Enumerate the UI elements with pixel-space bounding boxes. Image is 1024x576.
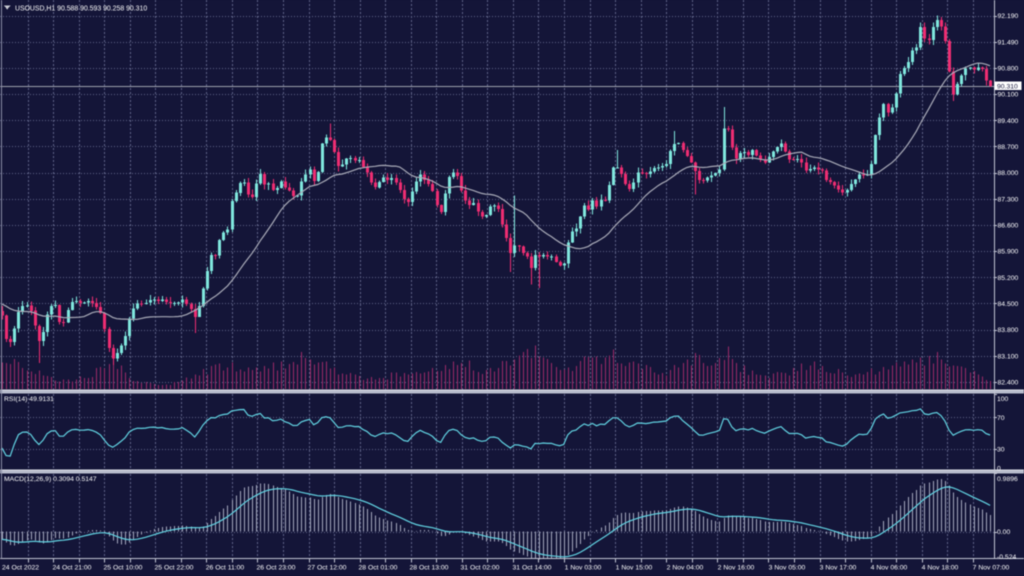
svg-text:24 Oct 2022: 24 Oct 2022 [2,565,39,572]
svg-text:92.190: 92.190 [998,13,1019,20]
svg-text:26 Oct 23:00: 26 Oct 23:00 [257,565,296,572]
svg-text:3 Nov 05:00: 3 Nov 05:00 [769,565,806,572]
svg-text:86.600: 86.600 [998,223,1019,230]
svg-text:0.00: 0.00 [997,529,1010,536]
svg-text:24 Oct 21:00: 24 Oct 21:00 [53,565,92,572]
svg-text:USOUSD,H1 90.588 90.593 90.25: USOUSD,H1 90.588 90.593 90.258 90.310 [15,6,147,13]
svg-text:31 Oct 14:00: 31 Oct 14:00 [513,565,552,572]
svg-text:25 Oct 10:00: 25 Oct 10:00 [104,565,143,572]
svg-text:91.490: 91.490 [998,39,1019,46]
svg-text:90.100: 90.100 [998,92,1019,99]
svg-text:83.100: 83.100 [998,353,1019,360]
svg-text:90.800: 90.800 [998,65,1019,72]
svg-text:90.310: 90.310 [997,83,1018,90]
svg-text:2 Nov 04:00: 2 Nov 04:00 [667,565,704,572]
svg-text:2 Nov 16:00: 2 Nov 16:00 [718,565,755,572]
svg-text:-0.524: -0.524 [997,554,1016,561]
svg-text:87.300: 87.300 [998,196,1019,203]
svg-text:3 Nov 17:00: 3 Nov 17:00 [820,565,857,572]
svg-text:27 Oct 12:00: 27 Oct 12:00 [308,565,347,572]
svg-text:25 Oct 22:00: 25 Oct 22:00 [155,565,194,572]
svg-text:1 Nov 03:00: 1 Nov 03:00 [565,565,602,572]
svg-text:4 Nov 18:00: 4 Nov 18:00 [922,565,959,572]
svg-text:89.400: 89.400 [998,118,1019,125]
svg-text:1 Nov 15:00: 1 Nov 15:00 [616,565,653,572]
svg-text:4 Nov 06:00: 4 Nov 06:00 [871,565,908,572]
svg-text:0.9896: 0.9896 [997,476,1018,483]
svg-text:31 Oct 02:00: 31 Oct 02:00 [461,565,500,572]
svg-text:28 Oct 13:00: 28 Oct 13:00 [410,565,449,572]
svg-text:RSI(14) 49.9131: RSI(14) 49.9131 [4,396,54,403]
svg-text:83.800: 83.800 [998,327,1019,334]
svg-text:0: 0 [997,466,1001,473]
svg-text:28 Oct 01:00: 28 Oct 01:00 [359,565,398,572]
svg-text:30: 30 [997,447,1005,454]
svg-text:70: 70 [997,415,1005,422]
svg-text:MACD(12,26,9) 0.3094 0.5147: MACD(12,26,9) 0.3094 0.5147 [4,476,97,483]
svg-text:82.400: 82.400 [998,380,1019,387]
svg-text:88.700: 88.700 [998,144,1019,151]
svg-text:85.900: 85.900 [998,249,1019,256]
svg-text:26 Oct 11:00: 26 Oct 11:00 [206,565,245,572]
svg-text:85.200: 85.200 [998,275,1019,282]
svg-text:88.000: 88.000 [998,170,1019,177]
svg-text:100: 100 [997,396,1009,403]
svg-text:84.500: 84.500 [998,301,1019,308]
svg-text:7 Nov 07:00: 7 Nov 07:00 [973,565,1010,572]
